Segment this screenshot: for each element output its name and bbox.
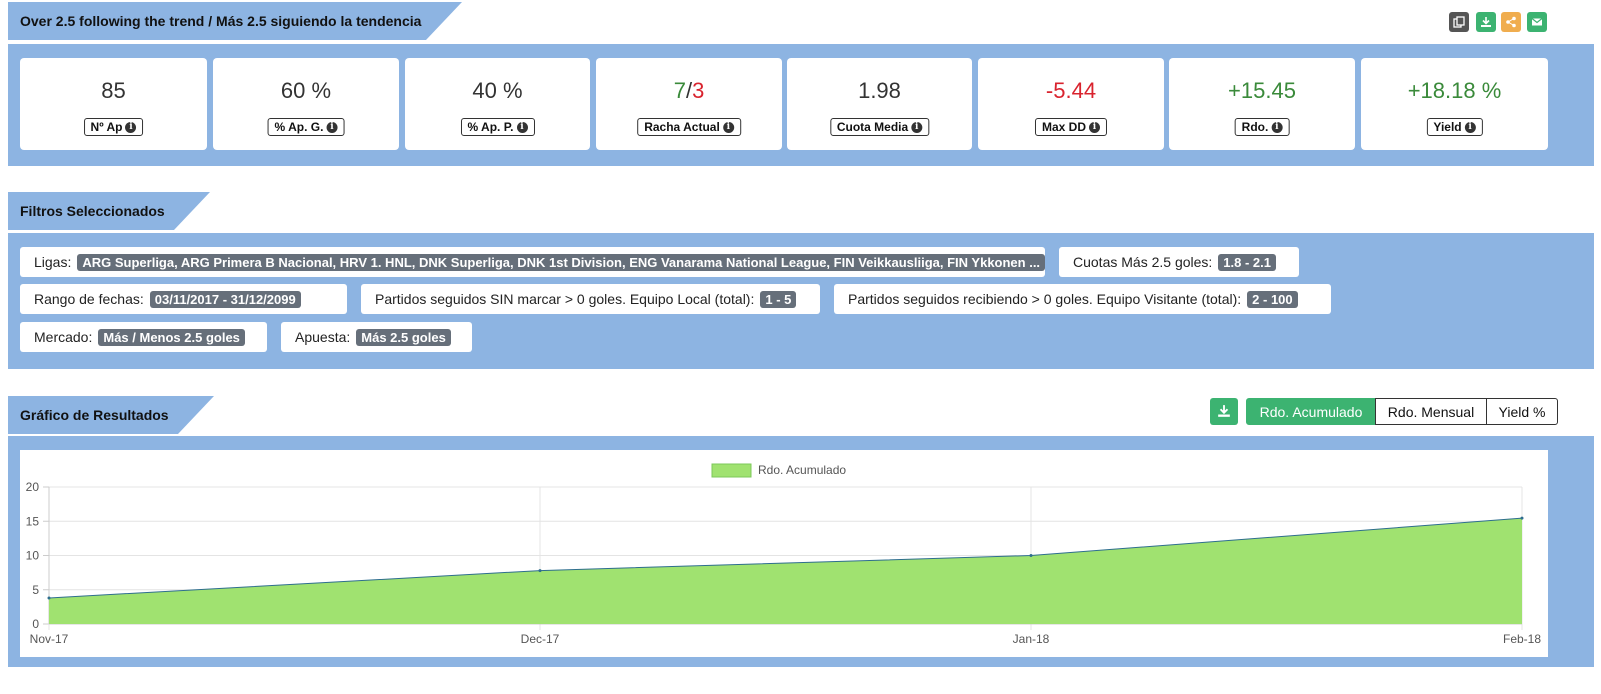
y-tick-label: 10 <box>26 549 40 563</box>
stat-value: +15.45 <box>1228 78 1296 103</box>
results-title: Gráfico de Resultados <box>20 407 169 423</box>
filter-visitante: Partidos seguidos recibiendo > 0 goles. … <box>834 284 1331 314</box>
data-point <box>47 596 51 600</box>
x-tick-label: Dec-17 <box>521 632 560 646</box>
x-tick-label: Jan-18 <box>1013 632 1050 646</box>
stat-value: 60 % <box>280 78 332 103</box>
stat-label[interactable]: Racha Actual i <box>637 118 741 136</box>
y-tick-label: 5 <box>32 583 39 597</box>
rango-value: 03/11/2017 - 31/12/2099 <box>149 291 301 308</box>
stat-card-yield: +18.18 % Yield i <box>1361 58 1548 150</box>
results-title-bar: Gráfico de Resultados <box>8 396 214 434</box>
local-value: 1 - 5 <box>760 291 797 308</box>
filter-rango: Rango de fechas: 03/11/2017 - 31/12/2099 <box>20 284 347 314</box>
tab-rdo-acumulado[interactable]: Rdo. Acumulado <box>1246 398 1376 425</box>
series-area <box>49 518 1522 624</box>
y-tick-label: 20 <box>26 480 40 494</box>
chart-download-icon[interactable] <box>1210 398 1238 425</box>
rango-label: Rango de fechas: <box>34 291 144 307</box>
stat-value: 7/3 <box>596 78 782 104</box>
apuesta-label: Apuesta: <box>295 329 351 345</box>
filter-apuesta: Apuesta: Más 2.5 goles <box>281 322 472 352</box>
share-icon[interactable] <box>1501 12 1521 32</box>
y-tick-label: 0 <box>32 617 39 631</box>
filter-cuotas: Cuotas Más 2.5 goles: 1.8 - 2.1 <box>1059 247 1299 277</box>
stat-card-max-dd: -5.44 Max DD i <box>978 58 1164 150</box>
cuotas-label: Cuotas Más 2.5 goles: <box>1073 254 1213 270</box>
legend-swatch <box>711 463 752 478</box>
y-tick-label: 15 <box>26 514 40 528</box>
visitante-value: 2 - 100 <box>1247 291 1298 308</box>
filter-mercado: Mercado: Más / Menos 2.5 goles <box>20 322 267 352</box>
x-tick-label: Nov-17 <box>30 632 69 646</box>
stat-card-cuota-media: 1.98 Cuota Media i <box>787 58 972 150</box>
email-icon[interactable] <box>1527 12 1547 32</box>
info-icon[interactable]: i <box>911 122 923 134</box>
stat-card-pct-ap-ganadas: 60 % % Ap. G. i <box>213 58 399 150</box>
info-icon[interactable]: i <box>125 122 137 134</box>
filters-title-bar: Filtros Seleccionados <box>8 192 210 230</box>
info-icon[interactable]: i <box>1464 122 1476 134</box>
filters-title: Filtros Seleccionados <box>20 203 165 219</box>
ligas-label: Ligas: <box>34 254 72 270</box>
stat-card-pct-ap-perdidas: 40 % % Ap. P. i <box>405 58 590 150</box>
stat-label-text: Rdo. <box>1241 120 1269 134</box>
stat-card-rdo: +15.45 Rdo. i <box>1169 58 1355 150</box>
header-actions <box>1440 0 1590 40</box>
stat-label[interactable]: Rdo. i <box>1234 118 1290 136</box>
visitante-label: Partidos seguidos recibiendo > 0 goles. … <box>848 291 1242 307</box>
stat-label-text: Nº Ap <box>90 120 123 134</box>
stat-value: -5.44 <box>1045 78 1097 103</box>
results-chart: 0 5 10 15 20 Nov-17 Dec-17 Jan-18 Feb-18 Rdo. Acu… <box>26 463 1542 646</box>
stat-label-text: Max DD <box>1041 120 1087 134</box>
stat-label[interactable]: Max DD i <box>1034 118 1108 136</box>
strategy-title: Over 2.5 following the trend / Más 2.5 s… <box>20 13 422 29</box>
info-icon[interactable]: i <box>722 122 734 134</box>
series-line <box>48 517 1523 599</box>
stat-card-racha-actual: 7/3 Racha Actual i <box>596 58 782 150</box>
data-point <box>1520 516 1524 520</box>
ligas-value: ARG Superliga, ARG Primera B Nacional, H… <box>77 254 1046 271</box>
cuotas-value: 1.8 - 2.1 <box>1218 254 1276 271</box>
stat-label[interactable]: Yield i <box>1426 118 1483 136</box>
stat-label-text: Racha Actual <box>644 120 720 134</box>
filter-ligas: Ligas: ARG Superliga, ARG Primera B Nacio… <box>20 247 1046 277</box>
racha-wins: 7 <box>673 78 686 103</box>
filter-local: Partidos seguidos SIN marcar > 0 goles. … <box>361 284 820 314</box>
data-point <box>538 569 542 573</box>
legend-label: Rdo. Acumulado <box>758 463 846 477</box>
stat-value: 85 <box>101 78 126 103</box>
mercado-value: Más / Menos 2.5 goles <box>98 329 245 346</box>
info-icon[interactable]: i <box>326 122 338 134</box>
apuesta-value: Más 2.5 goles <box>356 329 451 346</box>
download-icon[interactable] <box>1476 12 1496 32</box>
stat-value: 1.98 <box>858 78 901 103</box>
stat-label-text: Cuota Media <box>836 120 909 134</box>
x-tick-label: Feb-18 <box>1503 632 1541 646</box>
stat-label-text: % Ap. P. <box>467 120 514 134</box>
stat-value: 40 % <box>472 78 523 103</box>
info-icon[interactable]: i <box>1271 122 1283 134</box>
tab-yield[interactable]: Yield % <box>1486 398 1558 425</box>
copy-icon[interactable] <box>1449 12 1469 32</box>
stat-label[interactable]: % Ap. G. i <box>267 118 345 136</box>
racha-losses: 3 <box>692 78 705 103</box>
info-icon[interactable]: i <box>1089 122 1101 134</box>
stat-card-num-apuestas: 85 Nº Ap i <box>20 58 207 150</box>
stat-label[interactable]: Cuota Media i <box>829 118 930 136</box>
mercado-label: Mercado: <box>34 329 93 345</box>
stat-label[interactable]: Nº Ap i <box>83 118 144 136</box>
stat-label-text: Yield <box>1433 120 1462 134</box>
info-icon[interactable]: i <box>516 122 528 134</box>
tab-rdo-mensual[interactable]: Rdo. Mensual <box>1375 398 1487 425</box>
stat-label[interactable]: % Ap. P. i <box>460 118 535 136</box>
stat-label-text: % Ap. G. <box>274 120 324 134</box>
racha-separator: / <box>685 78 693 103</box>
data-point <box>1029 554 1033 557</box>
chart-area: 0 5 10 15 20 Nov-17 Dec-17 Jan-18 Feb-18 Rdo. Acu… <box>20 450 1548 657</box>
stat-value: +18.18 % <box>1407 78 1502 103</box>
local-label: Partidos seguidos SIN marcar > 0 goles. … <box>375 291 755 307</box>
strategy-title-bar: Over 2.5 following the trend / Más 2.5 s… <box>8 2 462 40</box>
